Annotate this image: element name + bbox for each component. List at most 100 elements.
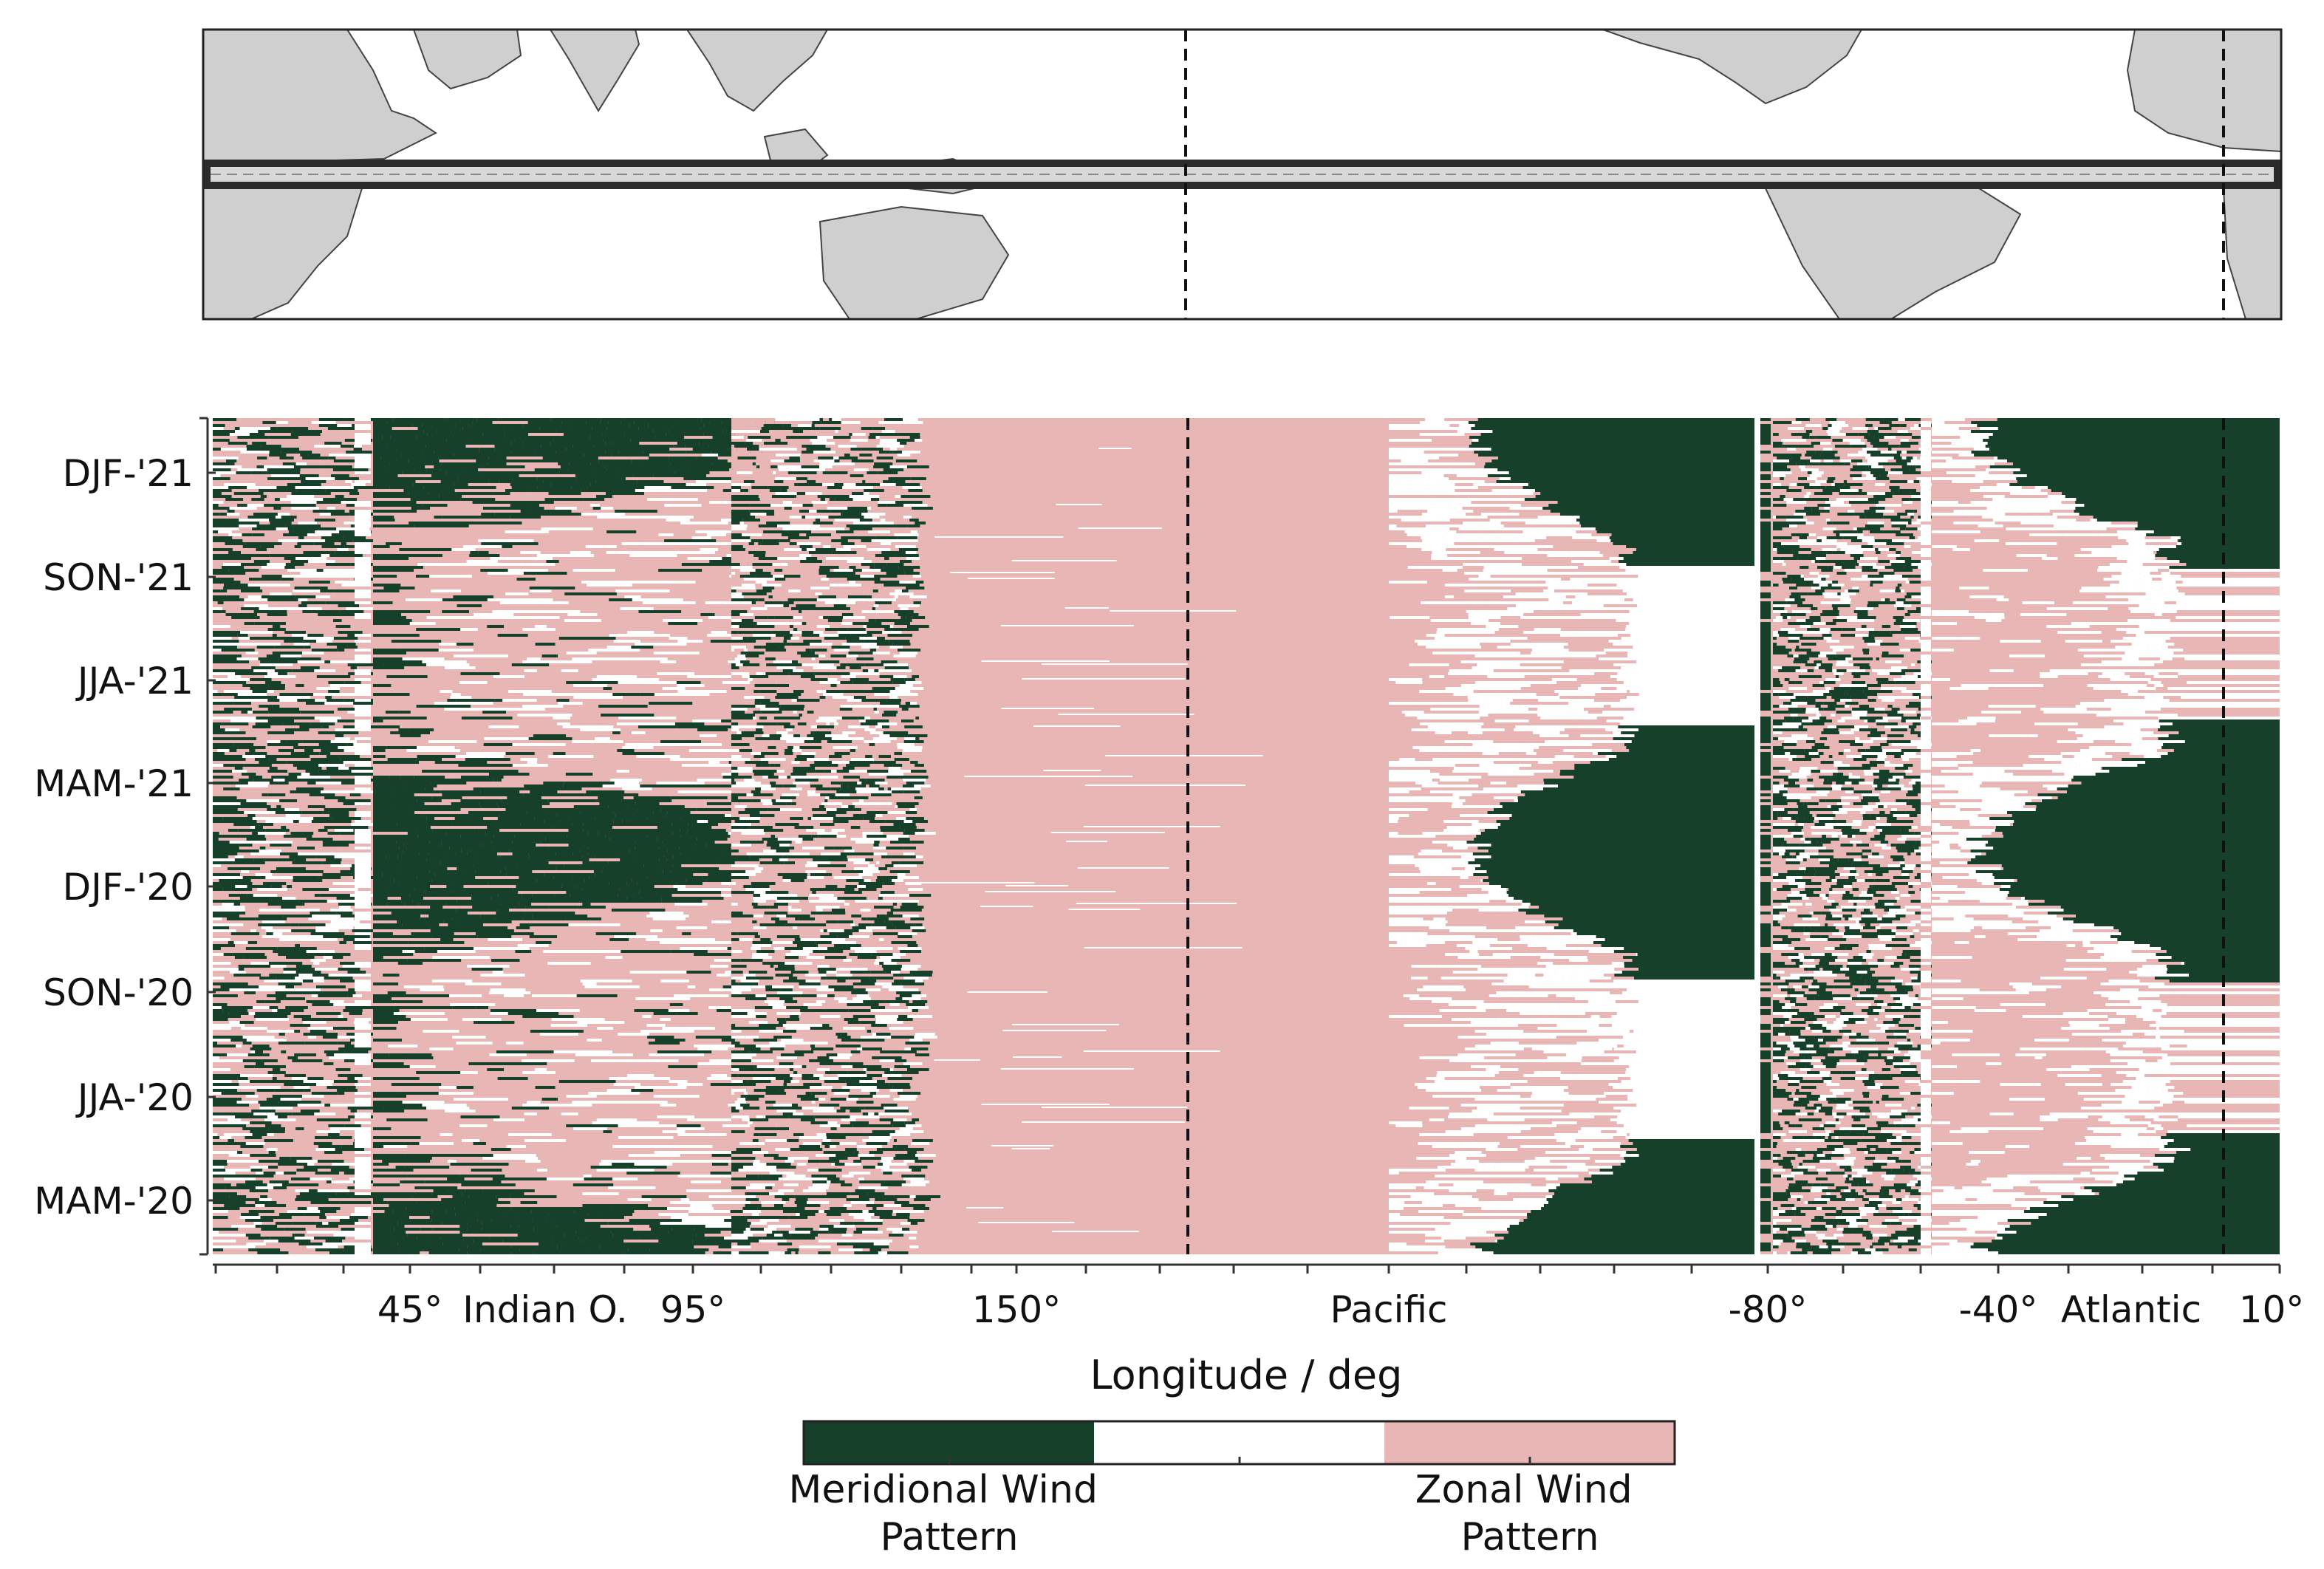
- heatmap-cell: [327, 566, 360, 569]
- heatmap-cell: [781, 533, 800, 536]
- heatmap-cell: [218, 504, 233, 507]
- heatmap-cell: [567, 613, 598, 616]
- heatmap-cell: [1879, 572, 1895, 575]
- heatmap-cell: [1982, 516, 1994, 519]
- heatmap-cell: [1865, 418, 1880, 421]
- heatmap-cell: [1905, 643, 1921, 646]
- heatmap-cell: [256, 465, 264, 468]
- heatmap-cell: [426, 616, 479, 619]
- heatmap-cell: [696, 480, 734, 483]
- heatmap-cell: [1777, 457, 1792, 459]
- heatmap-cell: [897, 448, 920, 451]
- heatmap-cell: [816, 513, 841, 516]
- heatmap-cell: [2088, 601, 2116, 604]
- heatmap-cell: [699, 519, 722, 522]
- heatmap-cell: [1610, 631, 1754, 634]
- heatmap-cell: [830, 569, 834, 572]
- heatmap-cell: [777, 524, 796, 527]
- heatmap-cell: [223, 501, 252, 504]
- heatmap-cell: [694, 507, 750, 510]
- heatmap-cell: [409, 492, 428, 495]
- heatmap-cell: [1943, 613, 1989, 616]
- heatmap-cell: [2000, 510, 2050, 513]
- heatmap-cell: [373, 513, 391, 516]
- heatmap-cell: [624, 418, 683, 421]
- heatmap-cell: [1773, 427, 1777, 430]
- heatmap-cell: [373, 536, 404, 539]
- heatmap-cell: [592, 566, 636, 569]
- heatmap-cell: [1878, 578, 1897, 581]
- heatmap-cell: [886, 527, 910, 530]
- heatmap-cell: [746, 439, 762, 442]
- heatmap-cell: [810, 646, 832, 649]
- heatmap-cell: [1796, 474, 1802, 477]
- heatmap-cell: [731, 622, 754, 625]
- heatmap-cell: [399, 589, 409, 592]
- heatmap-cell: [1754, 640, 1760, 643]
- heatmap-cell: [1819, 643, 1825, 646]
- heatmap-cell: [1389, 486, 1427, 489]
- heatmap-cell: [1932, 483, 1957, 486]
- heatmap-cell: [901, 513, 905, 516]
- heatmap-cell: [1819, 507, 1825, 510]
- heatmap-cell: [1908, 439, 1925, 442]
- heatmap-cell: [751, 587, 756, 589]
- heatmap-cell: [373, 575, 397, 578]
- heatmap-cell: [256, 507, 274, 510]
- heatmap-cell: [1760, 445, 1771, 448]
- heatmap-cell: [522, 424, 570, 427]
- heatmap-cell: [244, 622, 255, 625]
- heatmap-cell: [1969, 589, 1992, 592]
- heatmap-cell: [835, 430, 838, 433]
- heatmap-cell: [406, 598, 434, 601]
- heatmap-cell: [226, 513, 240, 516]
- heatmap-cell: [1881, 483, 1886, 486]
- heatmap-cell: [909, 640, 920, 643]
- heatmap-cell: [1760, 536, 1771, 539]
- heatmap-cell: [298, 551, 304, 554]
- heatmap-cell: [394, 439, 432, 442]
- heatmap-cell: [549, 530, 588, 533]
- heatmap-cell: [1754, 598, 1760, 601]
- heatmap-cell: [1851, 598, 1865, 601]
- heatmap-cell: [269, 454, 287, 457]
- heatmap-cell: [828, 598, 839, 601]
- heatmap-cell: [900, 495, 910, 498]
- heatmap-cell: [1859, 563, 1877, 566]
- heatmap-cell: [373, 465, 426, 468]
- heatmap-cell: [872, 637, 877, 640]
- heatmap-cell: [1754, 643, 1760, 646]
- heatmap-cell: [510, 442, 523, 445]
- heatmap-cell: [1836, 616, 1850, 619]
- heatmap-cell: [264, 433, 285, 436]
- heatmap-cell: [1795, 628, 1808, 631]
- heatmap-cell: [1491, 501, 1506, 504]
- heatmap-cell: [731, 643, 751, 646]
- heatmap-cell: [847, 578, 861, 581]
- heatmap-cell: [1809, 418, 1826, 421]
- heatmap-cell: [431, 439, 447, 442]
- heatmap-cell: [1519, 533, 1539, 536]
- heatmap-cell: [316, 501, 341, 504]
- heatmap-cell: [1956, 545, 1965, 548]
- heatmap-cell: [1904, 418, 1921, 421]
- heatmap-cell: [220, 448, 237, 451]
- heatmap-cell: [2116, 557, 2155, 560]
- heatmap-cell: [859, 477, 865, 480]
- heatmap-cell: [355, 427, 371, 430]
- heatmap-cell: [884, 489, 909, 492]
- heatmap-cell: [1902, 619, 1921, 622]
- heatmap-cell: [1807, 471, 1812, 474]
- heatmap-cell: [1389, 516, 1438, 519]
- heatmap-cell: [852, 622, 872, 625]
- heatmap-cell: [2155, 554, 2280, 557]
- heatmap-cell: [895, 554, 919, 557]
- heatmap-cell: [1404, 530, 1415, 533]
- heatmap-cell: [319, 513, 331, 516]
- heatmap-cell: [2048, 495, 2077, 498]
- heatmap-cell: [753, 433, 766, 436]
- heatmap-cell: [332, 471, 361, 474]
- heatmap-cell: [786, 436, 798, 439]
- heatmap-cell: [626, 613, 675, 616]
- heatmap-cell: [1514, 560, 1571, 563]
